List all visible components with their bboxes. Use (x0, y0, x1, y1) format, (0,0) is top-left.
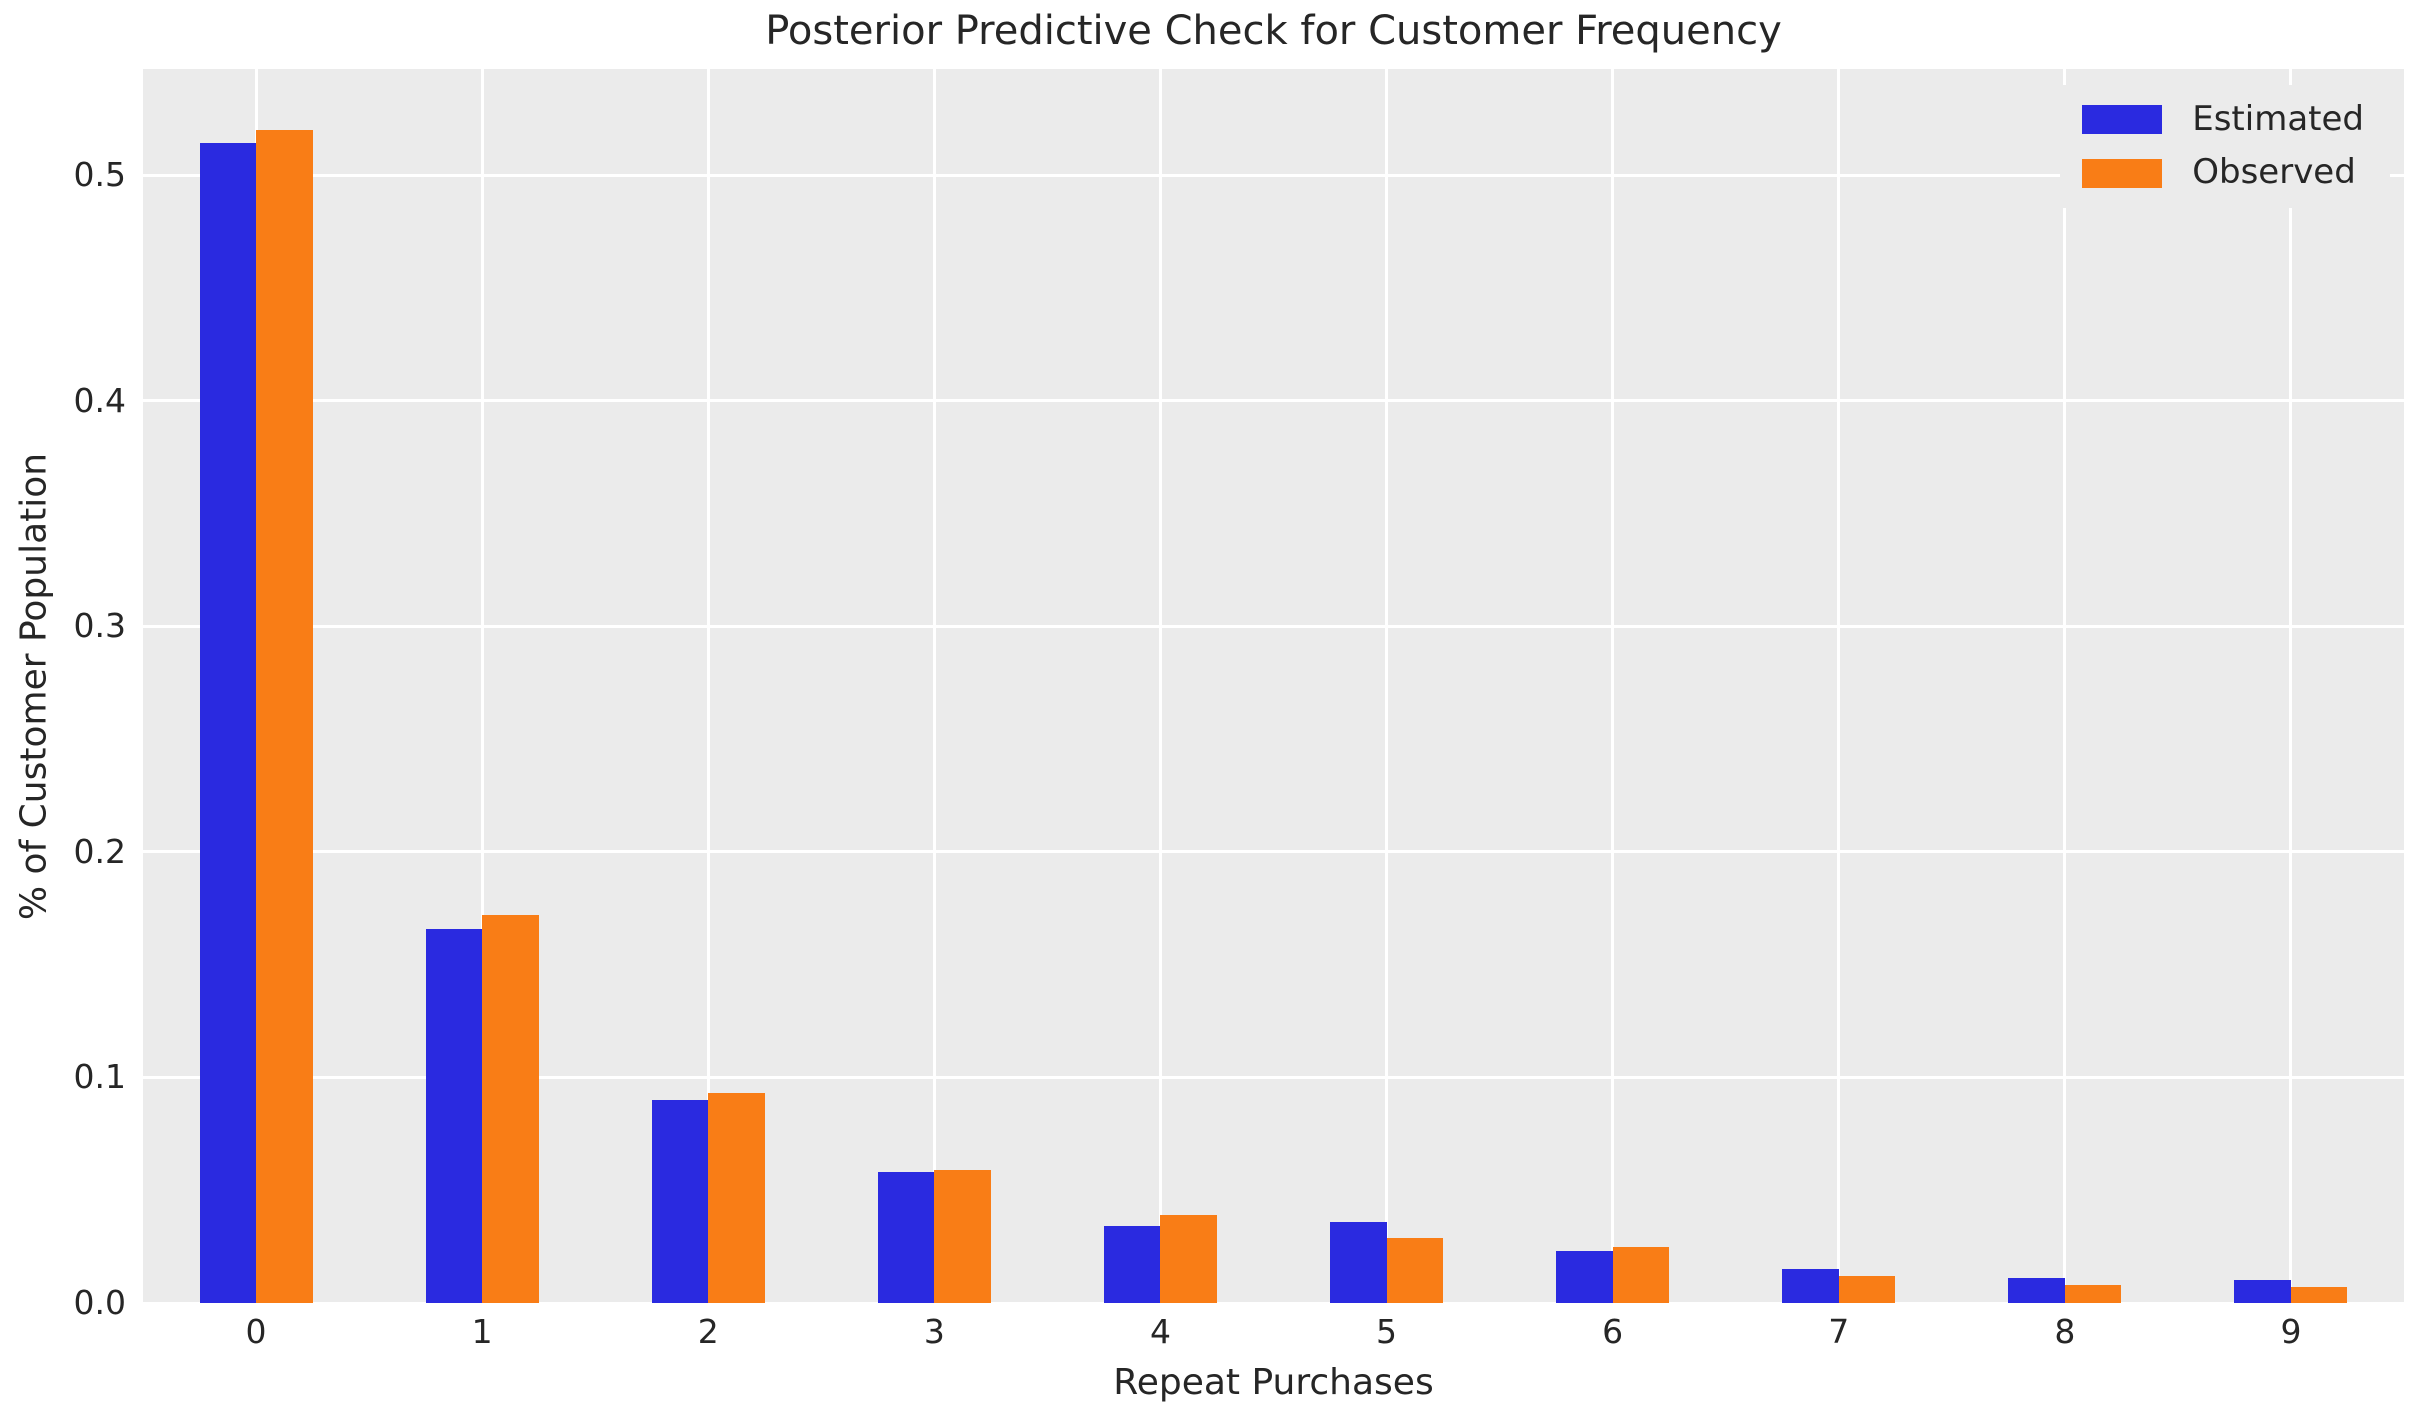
legend-item-observed: Observed (2082, 152, 2364, 193)
h-gridline (143, 624, 2404, 628)
bar-observed-9 (2290, 1287, 2348, 1303)
v-gridline (1611, 69, 1615, 1303)
v-gridline (1158, 69, 1162, 1303)
legend-item-estimated: Estimated (2082, 99, 2364, 139)
y-tick-label: 0.1 (73, 1057, 126, 1097)
x-tick-label: 2 (697, 1312, 719, 1351)
h-gridline (143, 173, 2404, 177)
bar-observed-5 (1386, 1237, 1444, 1303)
y-tick-label: 0.4 (73, 380, 126, 420)
legend-swatch-observed (2082, 158, 2163, 188)
x-tick-label: 5 (1376, 1312, 1398, 1351)
h-gridline (143, 1301, 2404, 1305)
x-tick-label: 1 (471, 1312, 493, 1351)
bar-observed-2 (708, 1093, 765, 1303)
bar-estimated-6 (1556, 1251, 1613, 1303)
legend-label: Estimated (2192, 99, 2364, 139)
x-tick-label: 0 (245, 1312, 267, 1351)
bar-estimated-1 (425, 928, 483, 1303)
legend: Estimated Observed (2060, 85, 2390, 208)
bar-observed-0 (256, 129, 313, 1303)
bar-estimated-2 (651, 1099, 709, 1303)
x-tick-label: 7 (1828, 1312, 1850, 1351)
v-gridline (2063, 69, 2067, 1303)
v-gridline (1385, 69, 1389, 1303)
bar-estimated-7 (1782, 1269, 1839, 1303)
bar-estimated-9 (2234, 1280, 2291, 1303)
h-gridline (143, 850, 2404, 854)
bar-estimated-3 (877, 1172, 935, 1303)
bar-observed-6 (1612, 1246, 1670, 1303)
x-tick-label: 9 (2280, 1312, 2302, 1351)
bar-observed-1 (482, 914, 539, 1303)
v-gridline (2289, 69, 2293, 1303)
legend-label: Observed (2192, 152, 2356, 193)
plot-area: Estimated Observed (143, 69, 2404, 1305)
bar-estimated-8 (2008, 1278, 2065, 1303)
x-tick-label: 4 (1149, 1312, 1171, 1351)
legend-swatch-estimated (2082, 105, 2163, 135)
bar-observed-4 (1160, 1215, 1217, 1303)
y-tick-label: 0.2 (73, 831, 126, 871)
v-gridline (480, 69, 484, 1303)
v-gridline (706, 69, 710, 1303)
x-tick-label: 6 (1602, 1312, 1624, 1351)
chart-title: Posterior Predictive Check for Customer … (765, 8, 1782, 54)
bar-observed-3 (934, 1169, 991, 1303)
bar-observed-7 (1838, 1275, 1896, 1303)
y-axis-label: % of Customer Population (13, 452, 55, 921)
bar-estimated-4 (1103, 1226, 1161, 1303)
x-tick-label: 8 (2054, 1312, 2076, 1351)
bar-estimated-0 (199, 143, 257, 1303)
x-tick-label: 3 (923, 1312, 945, 1351)
y-tick-label: 0.3 (73, 606, 126, 646)
y-tick-label: 0.5 (73, 155, 126, 195)
bar-observed-8 (2064, 1284, 2122, 1303)
v-gridline (932, 69, 936, 1303)
y-tick-label: 0.0 (73, 1283, 126, 1322)
h-gridline (143, 1075, 2404, 1079)
x-axis-label: Repeat Purchases (1113, 1362, 1434, 1403)
bar-estimated-5 (1330, 1221, 1387, 1303)
h-gridline (143, 399, 2404, 403)
v-gridline (1837, 69, 1841, 1303)
